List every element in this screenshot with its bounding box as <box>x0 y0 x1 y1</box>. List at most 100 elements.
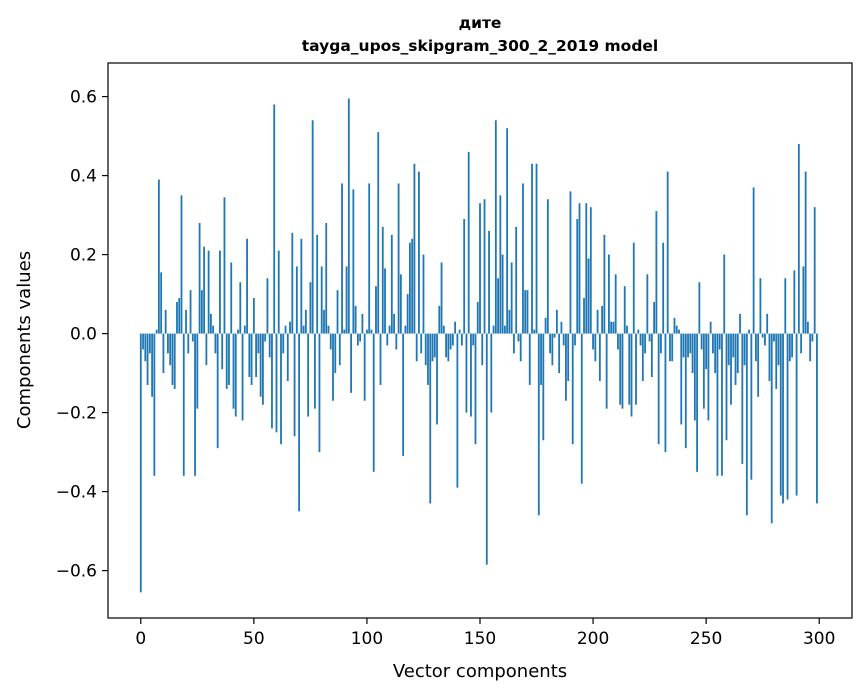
bar-290 <box>795 333 798 496</box>
bar-157 <box>494 120 497 334</box>
bar-252 <box>709 321 712 334</box>
bar-240 <box>682 333 685 358</box>
bar-4 <box>148 333 151 354</box>
y-axis-label: Components values <box>14 251 35 429</box>
bar-202 <box>596 309 599 334</box>
bar-189 <box>567 333 570 381</box>
bar-72 <box>302 325 305 334</box>
bar-39 <box>228 333 230 385</box>
bar-293 <box>802 266 805 334</box>
bar-109 <box>386 333 389 346</box>
bar-199 <box>589 207 592 334</box>
bar-208 <box>610 321 613 334</box>
bar-233 <box>666 171 669 334</box>
bar-198 <box>587 258 590 334</box>
bar-162 <box>506 128 509 334</box>
bar-187 <box>562 333 565 346</box>
bar-188 <box>565 333 567 401</box>
bar-132 <box>438 305 441 334</box>
bar-256 <box>718 333 721 350</box>
bar-50 <box>252 298 255 334</box>
bar-89 <box>341 183 343 334</box>
bar-105 <box>377 132 380 334</box>
y-tick-label: 0.0 <box>70 325 97 345</box>
bar-267 <box>743 333 746 366</box>
bar-295 <box>807 321 809 334</box>
bar-97 <box>359 333 362 342</box>
bar-13 <box>169 333 172 366</box>
bar-26 <box>198 222 201 334</box>
y-tick-label: 0.4 <box>70 167 97 187</box>
bar-118 <box>406 294 409 334</box>
bar-21 <box>187 333 190 354</box>
bar-144 <box>465 333 468 413</box>
bar-264 <box>736 333 739 374</box>
bar-102 <box>370 329 373 334</box>
bar-191 <box>571 333 574 445</box>
x-axis-ticks: 0 50 100 150 200 250 300 <box>135 618 835 649</box>
bar-143 <box>463 219 466 334</box>
bar-135 <box>445 333 447 358</box>
bar-163 <box>508 309 511 334</box>
bar-9 <box>160 272 163 334</box>
bar-223 <box>644 333 646 354</box>
bar-225 <box>648 333 651 342</box>
bar-196 <box>583 298 585 334</box>
bar-120 <box>411 238 414 334</box>
y-tick-label: 0.6 <box>70 88 97 108</box>
bar-36 <box>221 333 224 370</box>
bar-279 <box>770 333 773 524</box>
bar-55 <box>264 333 267 342</box>
bar-140 <box>456 333 459 488</box>
bar-73 <box>304 309 307 334</box>
bar-69 <box>295 266 298 334</box>
bar-209 <box>612 321 615 334</box>
bar-128 <box>429 333 432 504</box>
bar-235 <box>671 333 674 362</box>
bar-126 <box>424 333 427 366</box>
bar-129 <box>431 333 434 362</box>
bar-130 <box>433 333 436 358</box>
bar-155 <box>490 333 493 413</box>
bar-59 <box>273 104 276 334</box>
bar-232 <box>664 333 667 453</box>
bar-281 <box>775 333 778 389</box>
bar-269 <box>748 329 751 334</box>
bar-127 <box>427 333 429 385</box>
bar-99 <box>363 333 366 401</box>
bar-61 <box>277 250 280 334</box>
bar-185 <box>558 333 561 374</box>
bar-226 <box>650 333 653 378</box>
bar-169 <box>522 183 524 334</box>
bar-220 <box>637 329 640 334</box>
bar-33 <box>214 333 217 354</box>
bar-288 <box>791 333 793 358</box>
bar-146 <box>470 333 472 417</box>
bar-86 <box>334 333 337 374</box>
x-tick-label: 50 <box>243 629 265 649</box>
bar-79 <box>318 333 321 453</box>
bar-103 <box>372 333 375 472</box>
bar-42 <box>234 333 237 417</box>
bar-174 <box>533 329 536 334</box>
bar-254 <box>714 333 717 374</box>
x-tick-label: 0 <box>135 629 146 649</box>
bar-80 <box>320 266 323 334</box>
chart-subtitle: tayga_upos_skipgram_300_2_2019 model <box>302 37 659 55</box>
bar-230 <box>660 333 662 354</box>
bar-35 <box>219 250 221 334</box>
bar-171 <box>526 290 529 334</box>
plot-frame <box>107 62 853 619</box>
bar-294 <box>804 171 807 334</box>
bar-117 <box>404 325 407 334</box>
bar-48 <box>248 333 251 378</box>
bar-184 <box>555 309 558 334</box>
bar-183 <box>553 333 556 338</box>
y-tick-label: −0.6 <box>56 562 97 582</box>
bar-217 <box>630 333 633 417</box>
bar-164 <box>510 262 513 334</box>
bar-107 <box>381 226 384 334</box>
bar-263 <box>734 333 737 385</box>
bar-11 <box>164 309 167 334</box>
bar-249 <box>702 333 705 409</box>
